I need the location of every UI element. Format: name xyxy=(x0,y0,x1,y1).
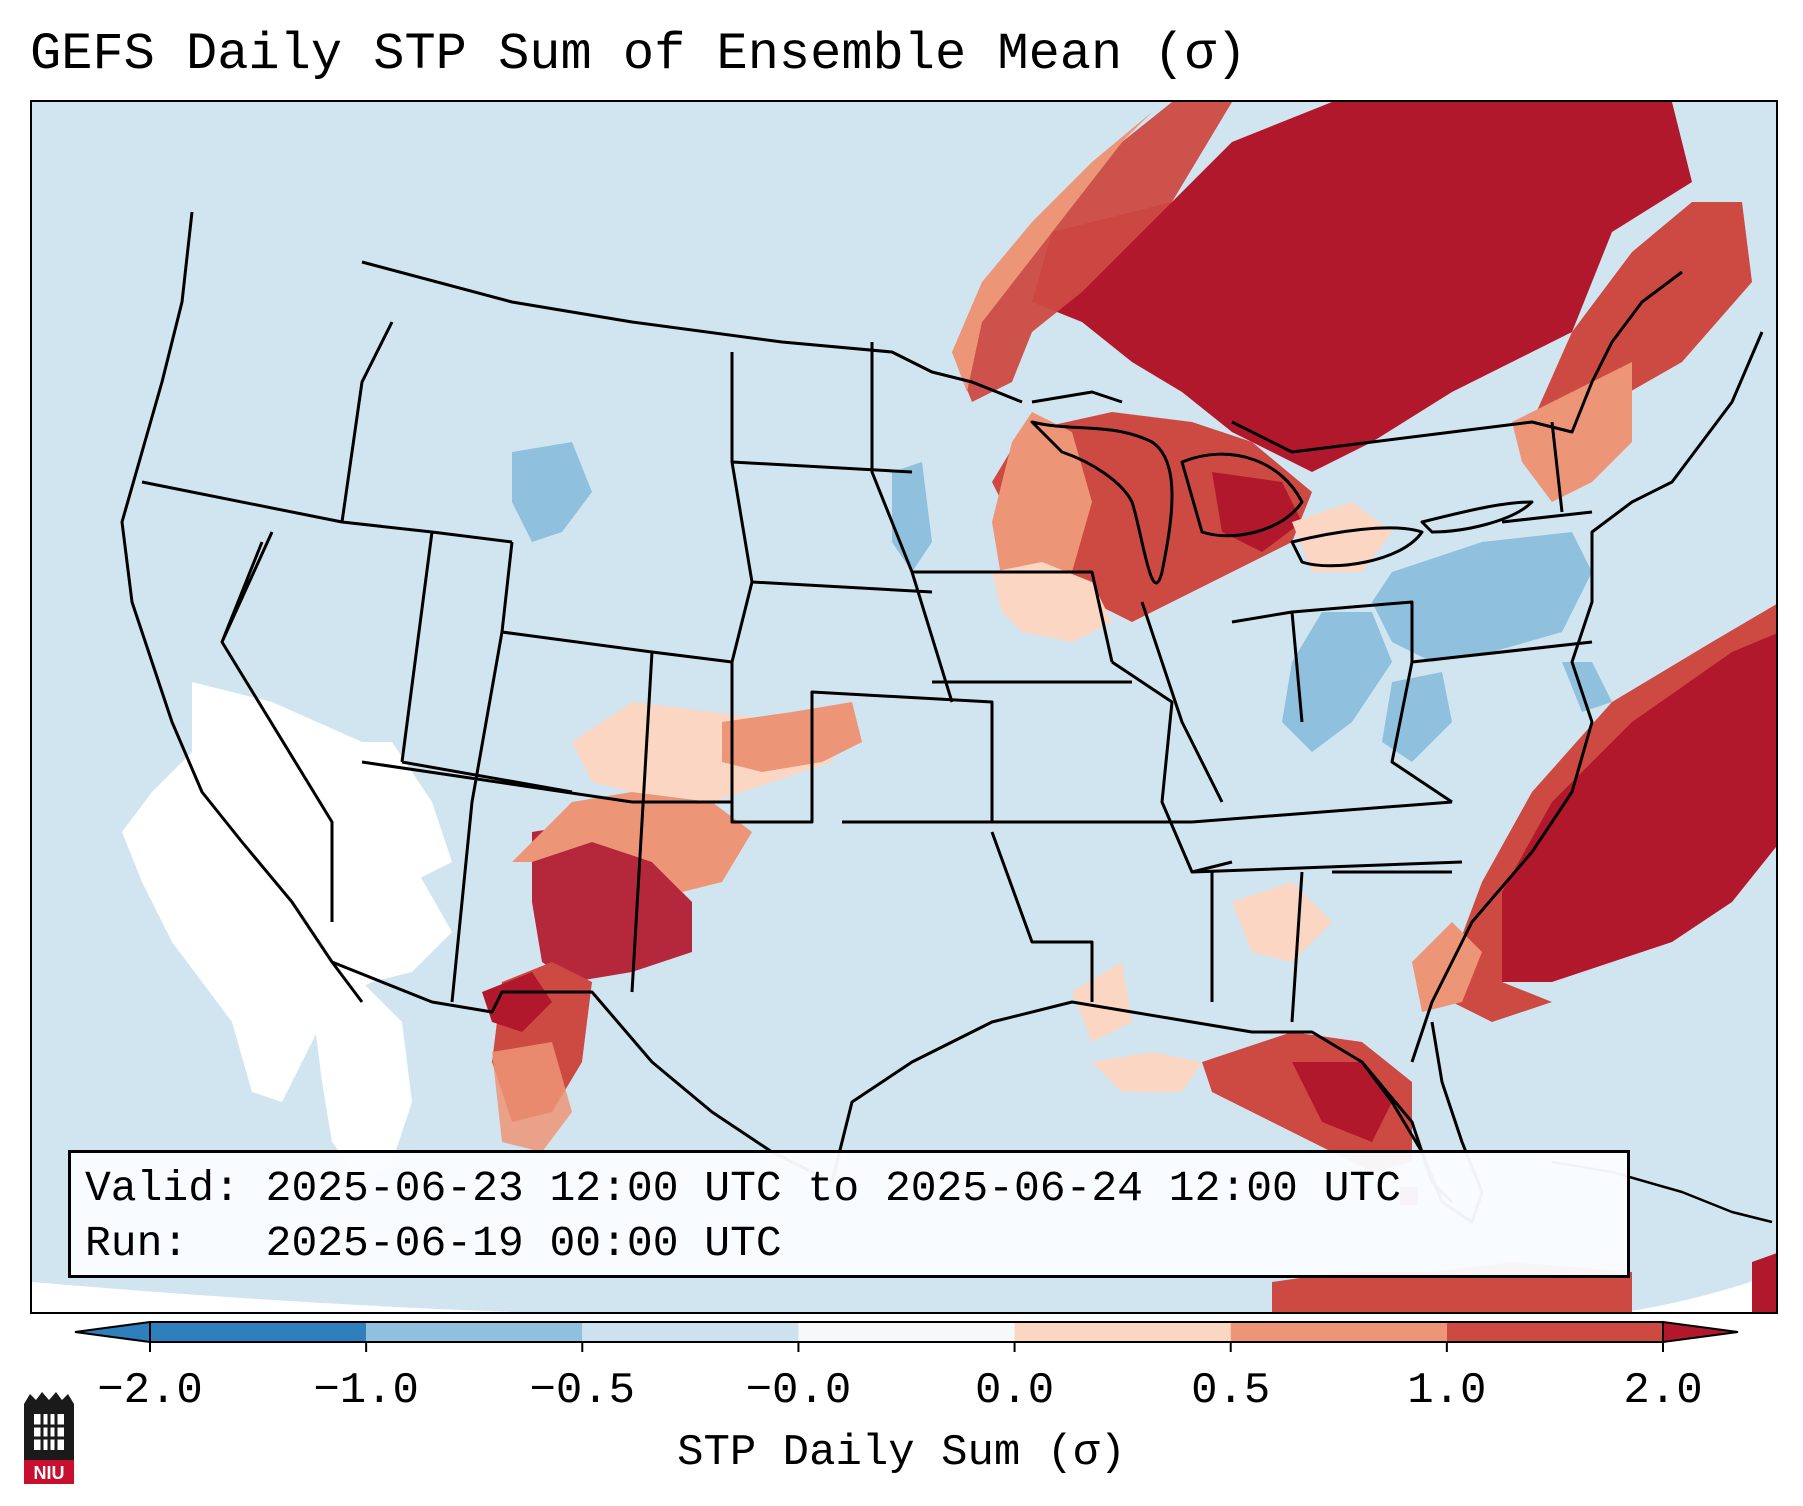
map-panel[interactable] xyxy=(30,100,1778,1314)
colorbar-segment xyxy=(1014,1322,1231,1342)
colorbar-tick: −1.0 xyxy=(313,1366,419,1416)
stp-field-carolina-light xyxy=(1412,922,1482,1012)
stp-field-quebec-high xyxy=(1032,102,1692,472)
colorbar-segment xyxy=(1230,1322,1447,1342)
state-borders-central xyxy=(730,342,1463,1002)
stp-field-nevada-white xyxy=(332,742,452,882)
stp-field-quebec-outer xyxy=(952,112,1152,392)
colorbar-tick: −2.0 xyxy=(97,1366,203,1416)
colorbar-segment xyxy=(1446,1322,1663,1342)
colorbar-label: STP Daily Sum (σ) xyxy=(677,1428,1126,1478)
colorbar-tick: 2.0 xyxy=(1623,1366,1703,1416)
colorbar-tick: 0.5 xyxy=(1191,1366,1271,1416)
stp-field-ontario-light xyxy=(1292,502,1392,572)
colorbar-extend-high xyxy=(1662,1320,1739,1344)
chart-title: GEFS Daily STP Sum of Ensemble Mean (σ) xyxy=(30,25,1247,84)
colorbar-segment xyxy=(582,1322,799,1342)
stp-field-wisconsin xyxy=(992,412,1092,602)
stp-field-wv-blue xyxy=(1382,672,1452,762)
stp-field-mid-atlantic-blue xyxy=(1562,662,1612,712)
stp-field-alabama-light xyxy=(1232,882,1332,962)
state-borders-east xyxy=(1140,421,1593,1023)
state-borders-west xyxy=(141,321,994,1003)
stp-field-mexico-light xyxy=(492,1042,572,1152)
west-coast xyxy=(120,211,364,1003)
gulf-coast xyxy=(830,1000,1454,1204)
stp-field-upper-midwest-light xyxy=(992,562,1112,642)
valid-row: Valid: 2025-06-23 12:00 UTC to 2025-06-2… xyxy=(85,1161,1613,1216)
stp-field-atlantic-high xyxy=(1482,623,1776,982)
great-lakes xyxy=(1030,420,1534,585)
stp-field-quebec-ring xyxy=(952,102,1232,402)
stp-field-layer xyxy=(122,102,1776,1312)
stp-field-ohio-blue xyxy=(1282,612,1392,752)
colorbar-tick: −0.0 xyxy=(745,1366,852,1416)
stp-field-maritimes xyxy=(1532,202,1752,432)
logo-text: NIU xyxy=(34,1463,65,1483)
colorbar-tick: 0.0 xyxy=(974,1366,1055,1416)
valid-run-info-box: Valid: 2025-06-23 12:00 UTC to 2025-06-2… xyxy=(68,1150,1630,1278)
stp-field-pennsylvania-blue xyxy=(1372,532,1592,662)
stp-field-florida-core xyxy=(1292,1062,1392,1142)
projection-edge-right xyxy=(1623,1273,1776,1312)
colorbar-frame xyxy=(149,1321,1664,1343)
valid-label: Valid: xyxy=(85,1164,240,1213)
colorbar xyxy=(74,1320,1739,1352)
stp-field-bahamas-light xyxy=(1752,1253,1776,1312)
colorbar-extend-low xyxy=(74,1320,151,1344)
stp-field-newmexico-orange xyxy=(512,792,752,892)
stp-field-sw-border-high xyxy=(482,972,552,1032)
stp-field-wyoming-blue xyxy=(512,442,592,542)
stp-field-michigan-core xyxy=(1212,472,1302,552)
colorbar-tick: 1.0 xyxy=(1407,1366,1487,1416)
run-value: 2025-06-19 00:00 UTC xyxy=(265,1219,782,1268)
valid-value: 2025-06-23 12:00 UTC to 2025-06-24 12:00… xyxy=(265,1164,1402,1213)
stp-field-gulf-light xyxy=(1092,1052,1202,1092)
projection-edge-left xyxy=(32,1282,515,1312)
east-coast xyxy=(1410,331,1764,1063)
colorbar-segment xyxy=(366,1322,583,1342)
stp-field-mississippi-light xyxy=(1072,962,1132,1042)
colorbar-tick: −0.5 xyxy=(529,1366,636,1416)
map-canvas xyxy=(32,102,1776,1312)
stp-field-atlantic-ring xyxy=(1452,604,1776,1022)
colorbar-segment xyxy=(798,1322,1015,1342)
niu-logo-icon: NIU xyxy=(24,1392,74,1484)
colorbar-segment xyxy=(150,1322,367,1342)
run-label: Run: xyxy=(85,1219,240,1268)
run-row: Run: 2025-06-19 00:00 UTC xyxy=(85,1216,1613,1271)
political-borders xyxy=(120,211,1773,1224)
mexico-border xyxy=(331,960,833,1184)
stp-field-plains-orange xyxy=(722,702,862,772)
stp-field-baja-white xyxy=(312,982,412,1182)
